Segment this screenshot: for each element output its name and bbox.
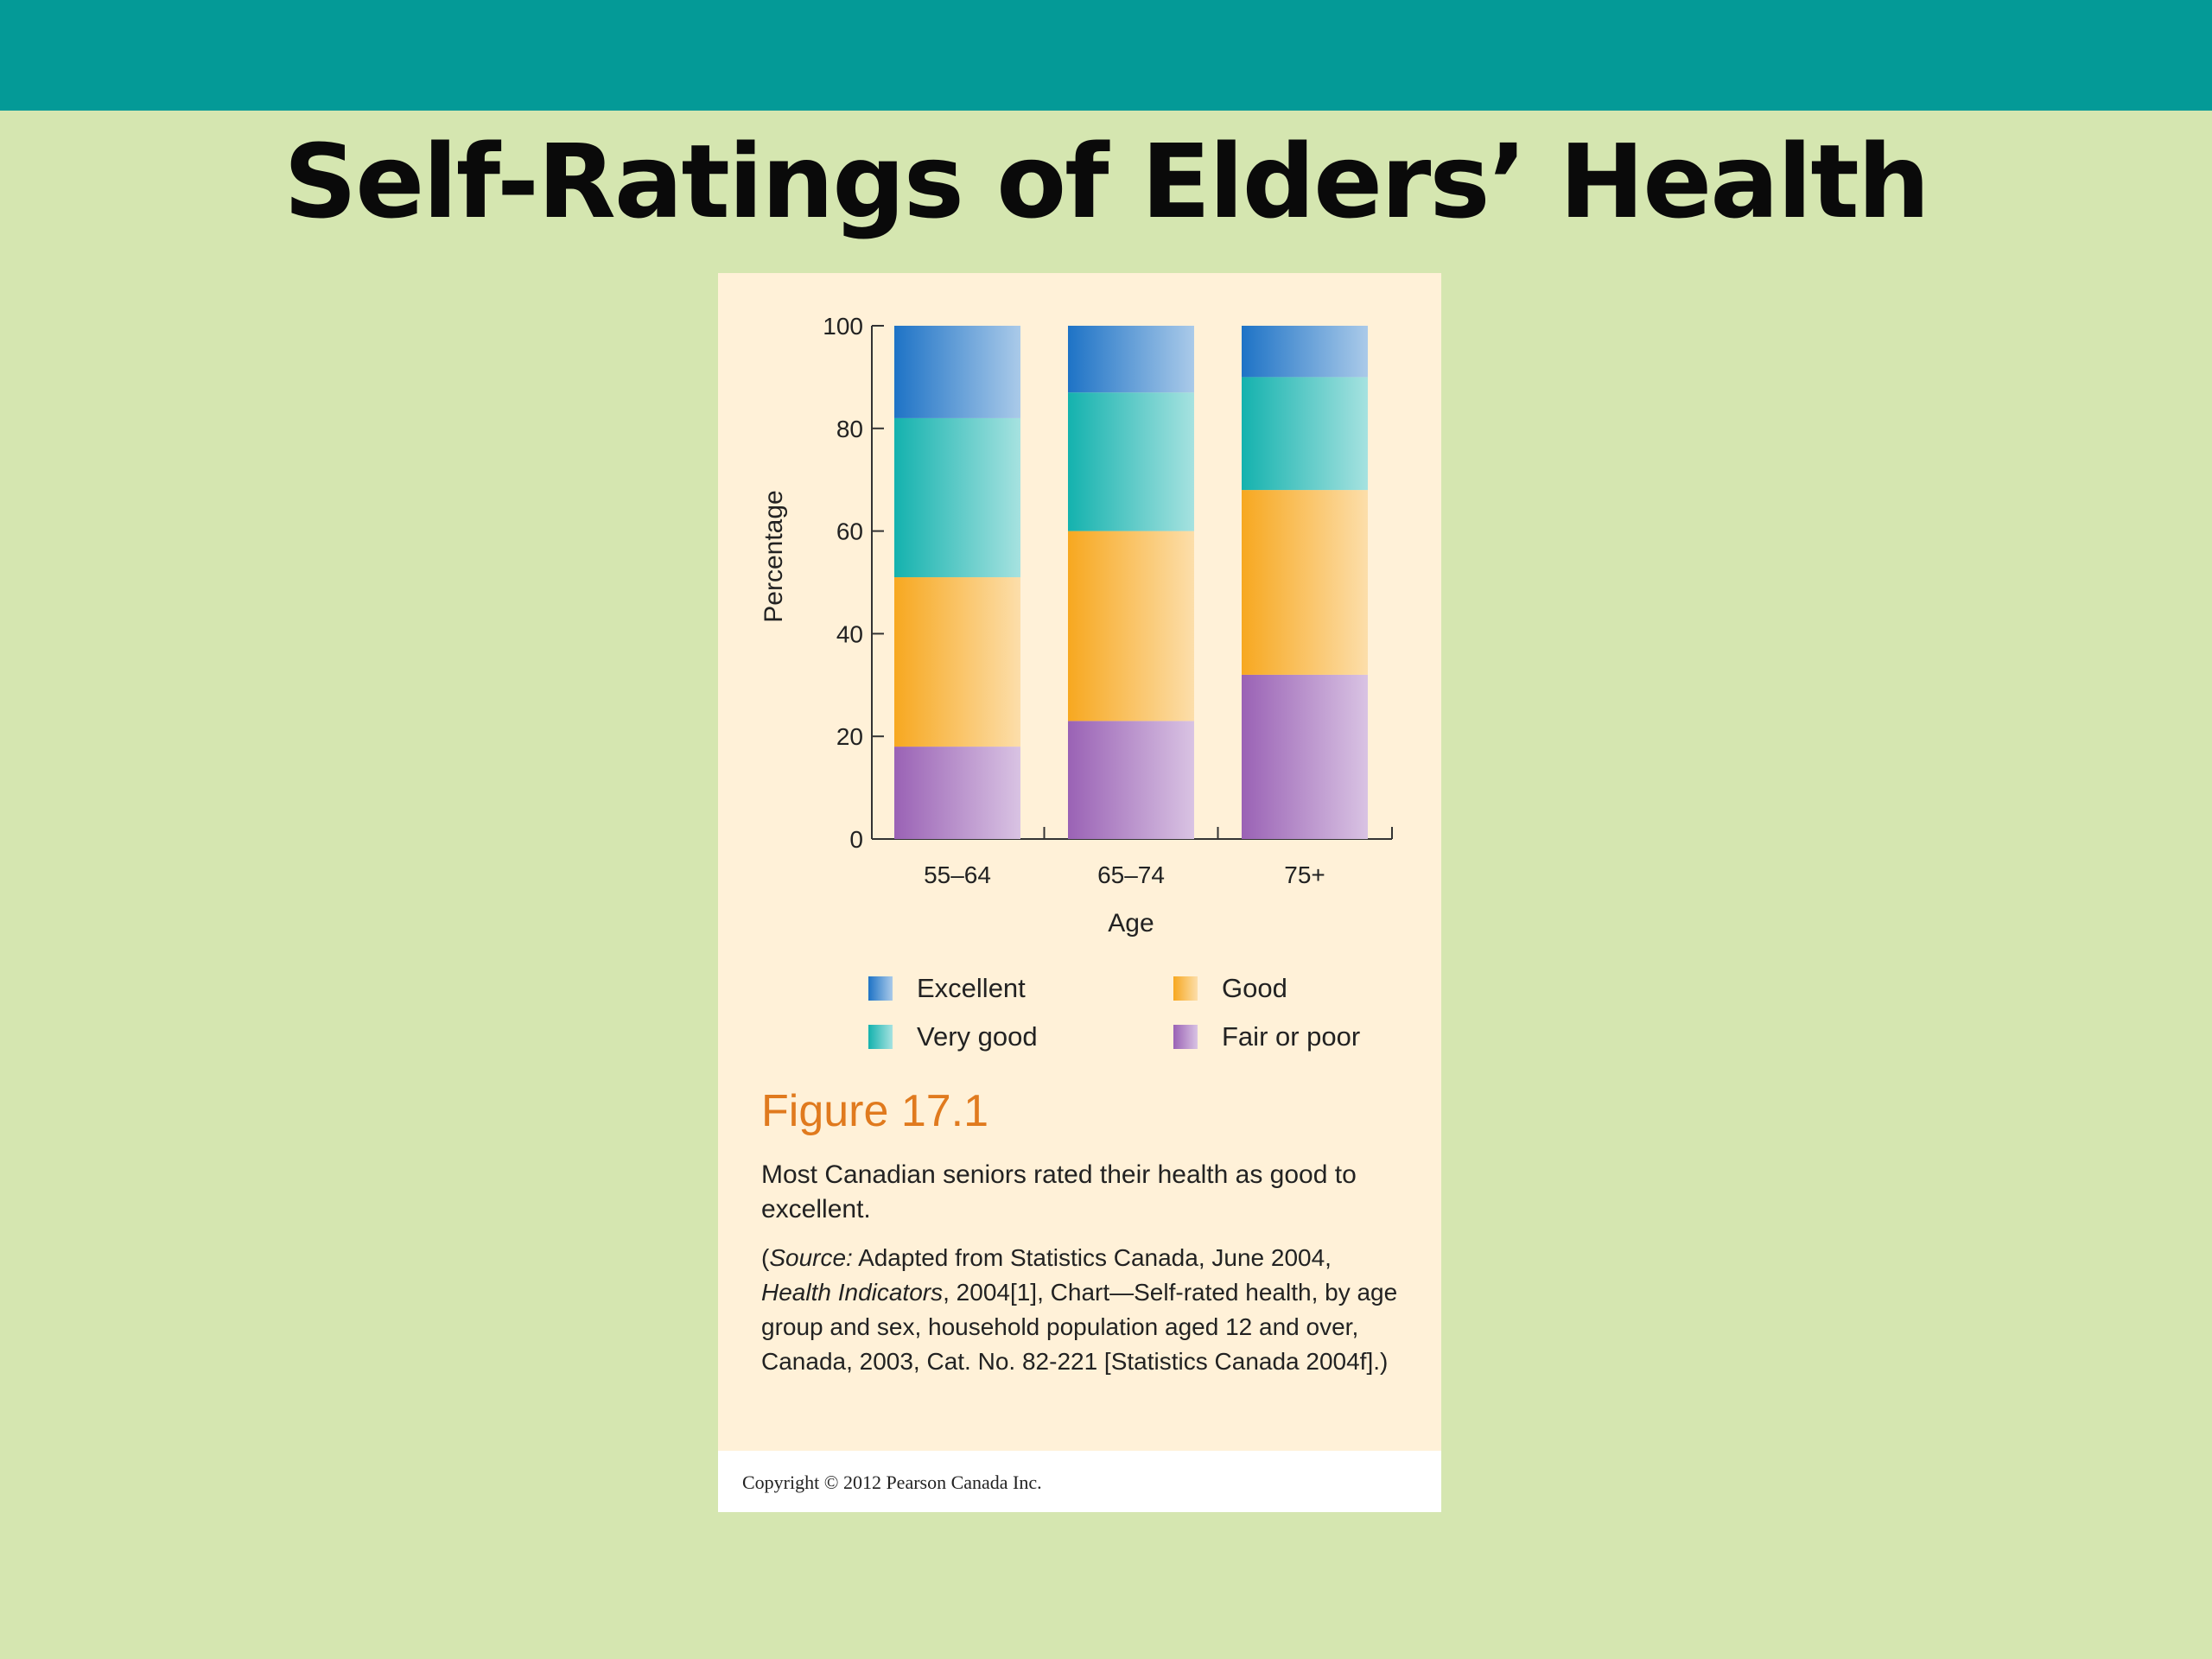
- y-tick-label: 20: [836, 723, 863, 750]
- y-tick-label: 60: [836, 518, 863, 545]
- legend-label: Very good: [917, 1021, 1038, 1052]
- y-axis-title: Percentage: [760, 490, 788, 622]
- legend-label: Excellent: [917, 973, 1026, 1003]
- figure-source: (Source: Adapted from Statistics Canada,…: [761, 1241, 1401, 1379]
- slide-title: Self-Ratings of Elders’ Health: [283, 122, 1929, 241]
- bar-segment-excellent-3: [1242, 326, 1368, 378]
- bar-segment-good-3: [1242, 490, 1368, 675]
- source-text-1: Adapted from Statistics Canada, June 200…: [852, 1244, 1332, 1271]
- bar-segment-very-good-3: [1242, 377, 1368, 491]
- legend-label: Good: [1222, 973, 1287, 1003]
- bar-segment-fair-or-poor-2: [1068, 721, 1194, 839]
- figure-card: 0 20 40 60 80 100 55–64 65–74 75+ Age Percentage E…: [718, 273, 1441, 1512]
- x-tick-label: 75+: [1284, 861, 1325, 888]
- source-text-2: , 2004[1], Chart—Self-rated health, by a…: [761, 1279, 1398, 1375]
- legend-label: Fair or poor: [1222, 1021, 1360, 1052]
- source-word: Source:: [769, 1244, 853, 1271]
- legend-swatch-very-good: [868, 1025, 893, 1049]
- y-tick-label: 40: [836, 620, 863, 647]
- x-tick-label: 65–74: [1097, 861, 1165, 888]
- stacked-bar-chart: 0 20 40 60 80 100 55–64 65–74 75+ Age Percentage E…: [760, 313, 1393, 1052]
- legend-swatch-fair-or-poor: [1173, 1025, 1198, 1049]
- bar-segment-very-good-2: [1068, 392, 1194, 531]
- y-tick-label: 0: [849, 826, 863, 853]
- bar-segment-fair-or-poor-3: [1242, 674, 1368, 839]
- y-tick-label: 80: [836, 416, 863, 442]
- copyright-strip: Copyright © 2012 Pearson Canada Inc.: [718, 1451, 1441, 1512]
- figure-caption: Most Canadian seniors rated their health…: [761, 1160, 1357, 1224]
- legend-swatch-good: [1173, 976, 1198, 1001]
- copyright-text: Copyright © 2012 Pearson Canada Inc.: [742, 1471, 1042, 1493]
- top-accent-bar: [0, 0, 2212, 111]
- x-tick-label: 55–64: [924, 861, 991, 888]
- x-axis-title: Age: [1108, 909, 1154, 938]
- source-publication: Health Indicators: [761, 1279, 944, 1306]
- figure-label: Figure 17.1: [761, 1086, 989, 1136]
- bar-segment-good-2: [1068, 531, 1194, 721]
- y-tick-label: 100: [823, 313, 863, 340]
- source-open: (: [761, 1244, 770, 1271]
- bar-segment-excellent-2: [1068, 326, 1194, 393]
- legend-swatch-excellent: [868, 976, 893, 1001]
- bar-segment-fair-or-poor-1: [894, 747, 1020, 839]
- bar-segment-excellent-1: [894, 326, 1020, 418]
- bar-segment-very-good-1: [894, 417, 1020, 578]
- bar-segment-good-1: [894, 577, 1020, 747]
